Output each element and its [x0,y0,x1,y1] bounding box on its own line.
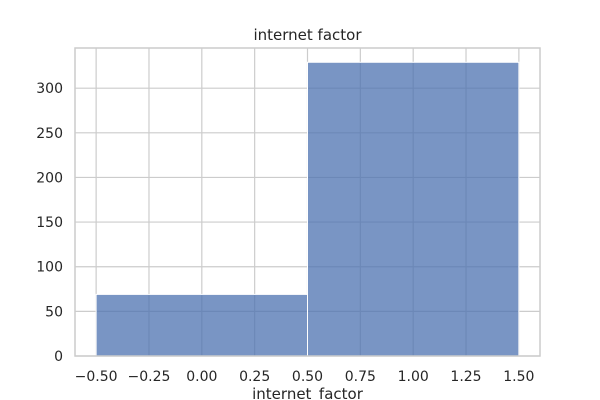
x-tick-label: −0.50 [75,369,118,385]
y-tick-label: 100 [36,260,63,276]
histogram-bar [95,293,308,357]
y-tick-label: 150 [36,215,63,231]
x-tick-label: −0.25 [128,369,171,385]
y-axis-ticks: 0 50 100 150 200 250 300 [36,81,63,365]
y-tick-label: 50 [45,304,63,320]
x-tick-label: 1.00 [398,369,429,385]
x-axis-label: internet_factor [252,385,364,400]
y-tick-label: 300 [36,81,63,97]
bars [95,61,520,357]
y-tick-label: 0 [54,349,63,365]
x-tick-label: 1.50 [503,369,534,385]
histogram-bar [307,61,520,357]
x-tick-label: 0.00 [186,369,217,385]
x-tick-label: 0.25 [239,369,270,385]
y-tick-label: 250 [36,126,63,142]
x-axis-ticks: −0.50 −0.25 0.00 0.25 0.50 0.75 1.00 1.25 1.50 [75,369,535,385]
x-tick-label: 1.25 [450,369,481,385]
chart-title: internet factor [253,26,362,44]
x-tick-label: 0.75 [345,369,376,385]
plot-frame [74,47,541,357]
x-tick-label: 0.50 [292,369,323,385]
y-tick-label: 200 [36,170,63,186]
